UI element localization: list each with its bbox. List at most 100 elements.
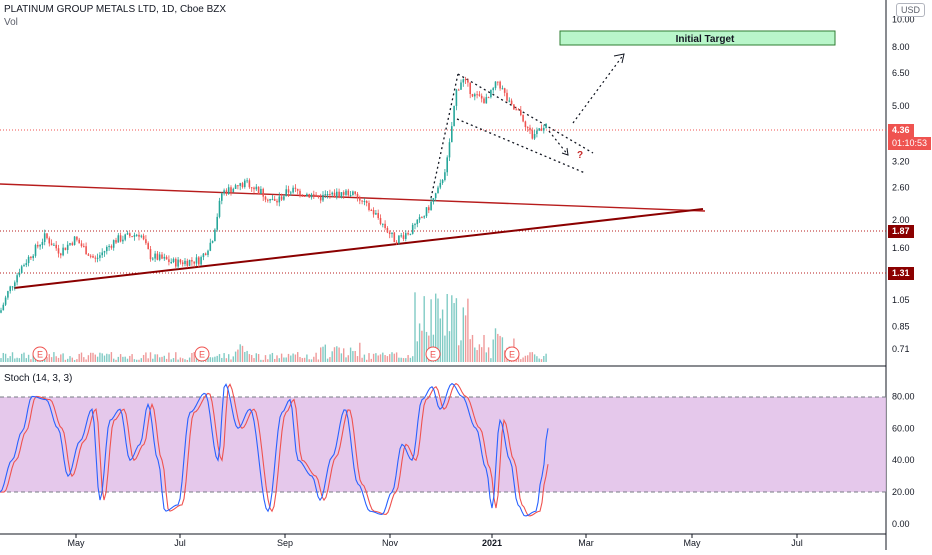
candle-body — [393, 232, 396, 243]
candle-body — [382, 223, 384, 225]
earnings-marker-label: E — [199, 350, 205, 360]
candle-body — [405, 233, 407, 239]
volume-bar — [297, 352, 299, 362]
volume-bar — [303, 357, 306, 362]
price-tick-label: 1.05 — [892, 295, 910, 305]
candle-body — [23, 265, 25, 267]
candle-body — [441, 179, 444, 183]
candle-body — [425, 207, 428, 217]
candle-body — [370, 210, 373, 212]
candle-body — [280, 196, 283, 200]
candle-body — [329, 193, 331, 195]
volume-bar — [308, 359, 310, 362]
candle-body — [227, 187, 230, 195]
candle-body — [306, 194, 308, 197]
candle-body — [506, 92, 508, 101]
volume-bar — [522, 357, 524, 362]
volume-bar — [294, 354, 297, 362]
volume-bar — [448, 331, 451, 362]
volume-bar — [87, 355, 90, 362]
candle-body — [133, 235, 136, 237]
time-tick-label: Nov — [382, 538, 399, 548]
volume-bar — [60, 354, 62, 362]
candle-body — [368, 202, 370, 211]
volume-bar — [145, 352, 147, 362]
candle-body — [292, 187, 294, 193]
candle-body — [269, 198, 271, 201]
candle-body — [66, 244, 69, 250]
candle-body — [264, 196, 267, 200]
volume-bar — [223, 353, 225, 362]
candle-body — [103, 251, 106, 253]
candle-body — [490, 90, 492, 98]
price-tick-label: 2.00 — [892, 215, 910, 225]
candle-body — [416, 219, 419, 225]
volume-bar — [437, 298, 439, 362]
target-box — [559, 30, 836, 46]
level-low-badge: 1.31 — [888, 267, 914, 280]
volume-bar — [409, 357, 412, 362]
volume-bar — [32, 354, 34, 362]
volume-bar — [149, 352, 152, 362]
volume-bar — [96, 356, 99, 362]
candle-body — [18, 273, 21, 276]
volume-bar — [359, 342, 361, 362]
volume-bar — [2, 352, 4, 362]
volume-bar — [487, 347, 490, 362]
volume-bar — [379, 354, 382, 362]
candle-body — [457, 89, 460, 91]
candle-body — [455, 89, 458, 106]
candle-body — [209, 242, 212, 251]
currency-button[interactable]: USD — [896, 3, 926, 17]
volume-bar — [138, 359, 140, 362]
candle-body — [204, 253, 207, 255]
volume-bar — [136, 359, 138, 362]
volume-bar — [331, 351, 333, 362]
volume-bar — [490, 358, 492, 362]
volume-bar — [94, 354, 96, 362]
volume-bar — [391, 352, 393, 362]
candle-body — [267, 199, 269, 201]
volume-bar — [27, 354, 30, 362]
candle-body — [248, 180, 251, 188]
earnings-marker-label: E — [37, 350, 43, 360]
candle-body — [501, 88, 504, 90]
candle-body — [152, 258, 154, 260]
candle-body — [181, 262, 184, 265]
candle-body — [76, 236, 78, 240]
candle-body — [43, 233, 46, 242]
flag-upper-line — [457, 73, 594, 154]
volume-bar — [483, 334, 485, 362]
volume-bar — [430, 299, 432, 362]
candle-body — [478, 94, 481, 96]
volume-bar — [462, 307, 464, 362]
candle-body — [391, 232, 393, 235]
volume-bar — [400, 357, 402, 362]
volume-bar — [228, 354, 230, 362]
candle-body — [428, 207, 430, 211]
candle-body — [184, 260, 186, 265]
volume-bar — [543, 356, 545, 362]
volume-bar — [110, 352, 113, 362]
volume-bar — [384, 355, 386, 362]
candle-body — [225, 190, 228, 195]
target-label: Initial Target — [676, 34, 735, 45]
dip-arrow-head — [561, 147, 569, 156]
stoch-axis: 80.00 60.00 40.00 20.00 0.00 — [892, 391, 915, 529]
candle-body — [34, 244, 37, 256]
candle-body — [110, 246, 113, 248]
candle-body — [273, 198, 276, 201]
volume-bar — [329, 357, 331, 362]
volume-bar — [85, 359, 87, 362]
candle-body — [165, 256, 168, 260]
candle-body — [361, 200, 363, 202]
volume-bar — [481, 347, 483, 362]
volume-bar — [140, 358, 142, 362]
volume-bar — [73, 359, 76, 362]
candle-body — [41, 241, 44, 246]
candle-body — [101, 252, 103, 256]
candle-body — [80, 243, 83, 247]
candle-body — [96, 257, 99, 259]
